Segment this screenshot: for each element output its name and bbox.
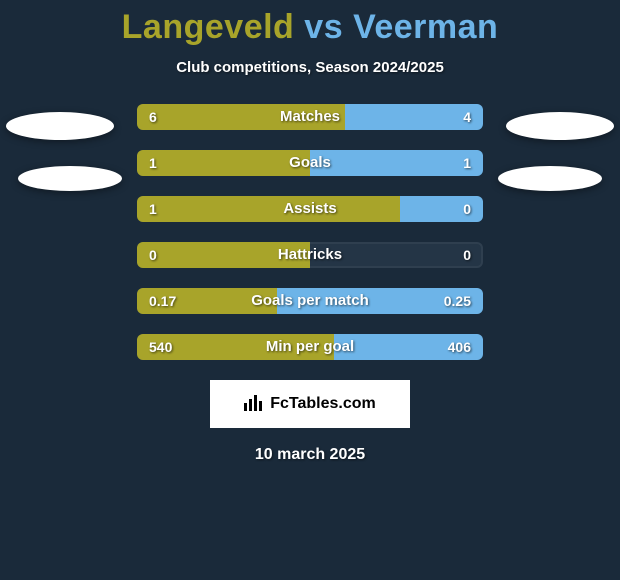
bar-left (137, 150, 310, 176)
stat-value-left: 540 (149, 334, 172, 360)
decorative-ellipse-icon (18, 166, 122, 191)
stat-row: 10Assists (137, 196, 483, 222)
stat-row: 00Hattricks (137, 242, 483, 268)
stat-row: 64Matches (137, 104, 483, 130)
stat-row: 540406Min per goal (137, 334, 483, 360)
stat-value-right: 0 (463, 196, 471, 222)
chart-icon (244, 393, 264, 416)
branding-badge: FcTables.com (210, 380, 410, 428)
branding-text: FcTables.com (270, 395, 376, 413)
stat-value-left: 0.17 (149, 288, 176, 314)
stat-value-right: 4 (463, 104, 471, 130)
date-text: 10 march 2025 (0, 446, 620, 464)
page-title: Langeveld vs Veerman (0, 8, 620, 47)
subtitle: Club competitions, Season 2024/2025 (0, 59, 620, 76)
decorative-ellipse-icon (506, 112, 614, 140)
comparison-infographic: Langeveld vs Veerman Club competitions, … (0, 0, 620, 464)
stat-value-left: 1 (149, 196, 157, 222)
stat-value-left: 0 (149, 242, 157, 268)
bar-right (310, 150, 483, 176)
stat-value-right: 0 (463, 242, 471, 268)
stat-row: 11Goals (137, 150, 483, 176)
player1-name: Langeveld (122, 8, 295, 46)
bar-left (137, 196, 400, 222)
bar-left (137, 242, 310, 268)
bar-left (137, 104, 345, 130)
stat-value-left: 6 (149, 104, 157, 130)
chart-area: 64Matches11Goals10Assists00Hattricks0.17… (0, 104, 620, 464)
player2-name: Veerman (353, 8, 498, 46)
stat-value-right: 0.25 (444, 288, 471, 314)
stat-value-left: 1 (149, 150, 157, 176)
vs-separator: vs (304, 8, 343, 46)
decorative-ellipse-icon (6, 112, 114, 140)
stat-value-right: 1 (463, 150, 471, 176)
stat-row: 0.170.25Goals per match (137, 288, 483, 314)
decorative-ellipse-icon (498, 166, 602, 191)
stat-value-right: 406 (448, 334, 471, 360)
